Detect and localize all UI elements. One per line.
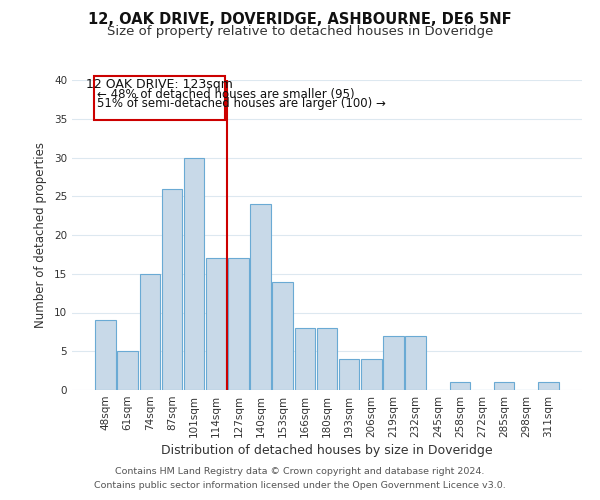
Bar: [295, 328, 315, 390]
Bar: [450, 382, 470, 390]
Bar: [94, 76, 225, 120]
Bar: [383, 336, 404, 390]
Y-axis label: Number of detached properties: Number of detached properties: [34, 142, 47, 328]
Text: Contains public sector information licensed under the Open Government Licence v3: Contains public sector information licen…: [94, 481, 506, 490]
Text: ← 48% of detached houses are smaller (95): ← 48% of detached houses are smaller (95…: [97, 88, 354, 101]
Bar: [228, 258, 248, 390]
Bar: [250, 204, 271, 390]
Bar: [140, 274, 160, 390]
Bar: [118, 351, 138, 390]
Bar: [538, 382, 559, 390]
Text: Size of property relative to detached houses in Doveridge: Size of property relative to detached ho…: [107, 25, 493, 38]
Bar: [317, 328, 337, 390]
Bar: [95, 320, 116, 390]
Bar: [361, 359, 382, 390]
Bar: [206, 258, 226, 390]
Text: 12, OAK DRIVE, DOVERIDGE, ASHBOURNE, DE6 5NF: 12, OAK DRIVE, DOVERIDGE, ASHBOURNE, DE6…: [88, 12, 512, 28]
Text: Contains HM Land Registry data © Crown copyright and database right 2024.: Contains HM Land Registry data © Crown c…: [115, 467, 485, 476]
Bar: [184, 158, 204, 390]
Bar: [161, 188, 182, 390]
Bar: [272, 282, 293, 390]
Bar: [339, 359, 359, 390]
Bar: [406, 336, 426, 390]
X-axis label: Distribution of detached houses by size in Doveridge: Distribution of detached houses by size …: [161, 444, 493, 457]
Bar: [494, 382, 514, 390]
Text: 12 OAK DRIVE: 123sqm: 12 OAK DRIVE: 123sqm: [86, 78, 233, 92]
Text: 51% of semi-detached houses are larger (100) →: 51% of semi-detached houses are larger (…: [97, 97, 385, 110]
